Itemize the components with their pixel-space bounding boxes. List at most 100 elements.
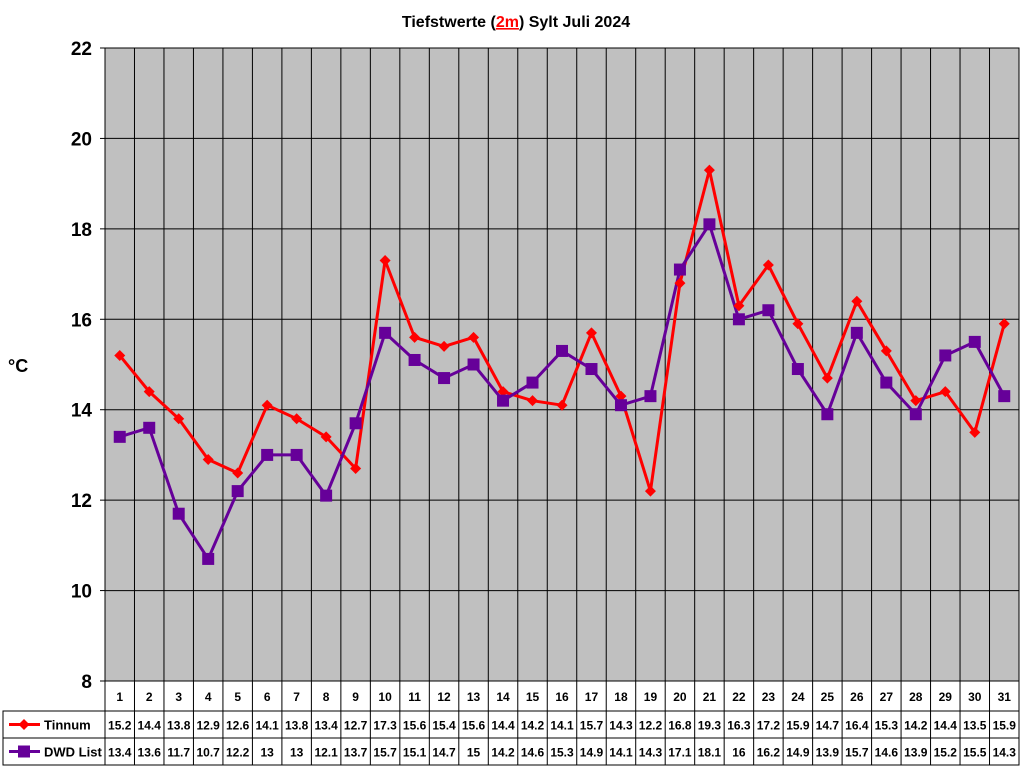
x-category-label: 22	[732, 690, 746, 704]
data-point-marker	[644, 390, 657, 403]
data-point-marker	[379, 255, 391, 267]
data-table-cell: 14.6	[875, 746, 899, 760]
data-table-cell: 15.9	[786, 719, 810, 733]
data-table-cell: 15.6	[403, 719, 427, 733]
data-point-marker	[527, 395, 539, 407]
data-table-cell: 13.6	[138, 746, 162, 760]
data-point-marker	[349, 417, 362, 430]
x-category-label: 24	[791, 690, 805, 704]
data-point-marker	[762, 304, 775, 317]
data-table-cell: 14.1	[550, 719, 574, 733]
data-table-cell: 14.4	[491, 719, 515, 733]
data-point-marker	[173, 413, 185, 425]
data-point-marker	[585, 363, 598, 376]
data-table-cell: 19.3	[698, 719, 722, 733]
data-table-cell: 15.4	[432, 719, 456, 733]
data-table-cell: 13.9	[904, 746, 928, 760]
x-category-label: 13	[467, 690, 481, 704]
data-table-cell: 17.3	[373, 719, 397, 733]
data-point-marker	[585, 327, 597, 339]
x-category-label: 21	[703, 690, 717, 704]
y-tick-label: 10	[71, 582, 92, 603]
x-category-label: 25	[821, 690, 835, 704]
data-table-cell: 13.5	[963, 719, 987, 733]
data-table-cell: 14.7	[432, 746, 456, 760]
data-point-marker	[733, 300, 745, 312]
data-table-cell: 15.3	[550, 746, 574, 760]
data-point-marker	[674, 277, 686, 289]
data-point-marker	[350, 462, 362, 474]
data-point-marker	[231, 485, 244, 498]
data-point-marker	[143, 386, 155, 398]
data-point-marker	[143, 421, 156, 434]
data-table-cell: 15.7	[373, 746, 397, 760]
x-category-label: 5	[234, 690, 241, 704]
x-category-label: 11	[408, 690, 421, 704]
y-tick-label: 22	[71, 39, 92, 60]
data-table-cell: 12.6	[226, 719, 250, 733]
data-point-marker	[880, 376, 893, 389]
data-table-cell: 12.7	[344, 719, 368, 733]
data-point-marker	[409, 331, 421, 343]
data-point-marker	[172, 507, 185, 520]
x-category-label: 14	[496, 690, 510, 704]
data-point-marker	[939, 349, 952, 362]
data-table-cell: 17.1	[668, 746, 692, 760]
data-point-marker	[703, 164, 715, 176]
data-table-cell: 15.2	[108, 719, 132, 733]
data-table-cell: 11.7	[167, 746, 190, 760]
data-point-marker	[468, 331, 480, 343]
plot-area	[104, 47, 1020, 682]
data-table-cell: 14.4	[934, 719, 958, 733]
data-table-cell: 13.7	[344, 746, 368, 760]
y-tick-label: 14	[71, 401, 93, 422]
legend-label: DWD List	[44, 745, 102, 760]
data-table-cell: 12.1	[314, 746, 338, 760]
data-point-marker	[261, 448, 274, 461]
data-table-cell: 14.6	[521, 746, 545, 760]
data-point-marker	[556, 399, 568, 411]
data-table-cell: 13.8	[167, 719, 191, 733]
data-point-marker	[438, 372, 451, 385]
data-table-cell: 14.3	[609, 719, 633, 733]
data-point-marker	[261, 399, 273, 411]
x-category-label: 18	[614, 690, 628, 704]
data-point-marker	[615, 390, 627, 402]
data-table-cell: 13	[290, 746, 304, 760]
data-point-marker	[762, 259, 774, 271]
x-category-label: 8	[323, 690, 330, 704]
data-table-cell: 14.2	[904, 719, 928, 733]
data-point-marker	[998, 318, 1010, 330]
data-point-marker	[910, 395, 922, 407]
title-highlight: 2m	[496, 14, 519, 31]
legend-marker	[18, 745, 30, 758]
data-table-cell: 14.4	[138, 719, 162, 733]
title-prefix: Tiefstwerte (	[402, 14, 497, 31]
data-table-cell: 14.7	[816, 719, 840, 733]
data-table-cell: 13	[260, 746, 274, 760]
x-category-label: 1	[116, 690, 123, 704]
x-category-label: 6	[264, 690, 271, 704]
data-point-marker	[232, 467, 244, 479]
data-point-marker	[113, 430, 126, 443]
data-table-cell: 16	[732, 746, 746, 760]
y-tick-label: 18	[71, 220, 92, 241]
title-suffix: ) Sylt Juli 2024	[519, 14, 630, 31]
data-point-marker	[379, 326, 392, 339]
data-point-marker	[673, 263, 686, 276]
data-table-cell: 14.1	[255, 719, 279, 733]
data-point-marker	[880, 345, 892, 357]
x-category-label: 10	[378, 690, 392, 704]
y-tick-label: 8	[81, 672, 92, 693]
data-table-cell: 15.7	[580, 719, 604, 733]
x-category-label: 26	[850, 690, 864, 704]
x-category-label: 15	[526, 690, 540, 704]
data-point-marker	[408, 353, 421, 366]
data-point-marker	[556, 344, 568, 357]
data-point-marker	[791, 363, 804, 376]
data-table-cell: 18.1	[698, 746, 722, 760]
data-table-cell: 14.3	[639, 746, 663, 760]
legend-label: Tinnum	[44, 718, 91, 733]
data-point-marker	[497, 386, 509, 398]
data-point-marker	[850, 326, 863, 339]
